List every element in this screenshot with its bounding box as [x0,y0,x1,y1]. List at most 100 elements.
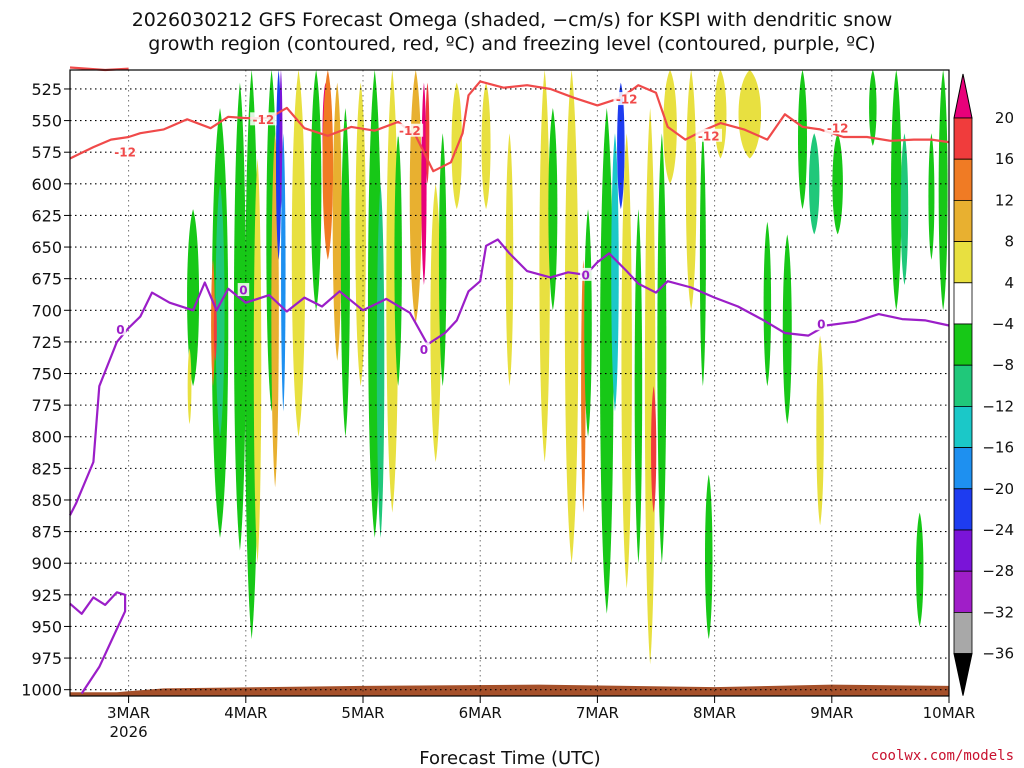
x-tick-label: 5MAR [341,704,384,722]
omega-shade-cell [832,133,843,235]
omega-shade-cell [505,133,514,387]
contour-label-bg [815,317,828,331]
x-tick-label: 9MAR [810,704,853,722]
omega-shade-cell [891,70,902,311]
colorbar-arrow-bottom [953,653,973,696]
omega-shade-cell [634,209,643,564]
contour-lines: -12 -12 -12 -12 -12 -12 0 0 0 0 0 [69,66,950,695]
y-tick-label: 725 [31,333,62,352]
omega-shade-cell [430,183,441,463]
omega-shade-cell [322,70,334,260]
colorbar-label: −24 [982,521,1014,539]
colorbar-arrow-top [953,73,973,119]
y-tick-label: 825 [31,459,62,478]
omega-shade-cell [548,107,558,311]
contour-line-3 [69,591,127,695]
contour-label-bg [114,322,127,336]
omega-shade-cell [928,133,935,260]
omega-shade-cell [617,82,625,210]
y-tick-label: 675 [31,270,62,289]
contour-line-0 [69,80,950,173]
contour-label: 0 [420,343,428,357]
omega-shade-cell [644,107,656,665]
y-tick-label: 575 [31,143,62,162]
y-tick-label: 1000 [21,681,62,700]
x-tick-label: 4MAR [224,704,267,722]
omega-shade-cell [663,70,677,184]
colorbar-bin [953,612,973,655]
colorbar-label: −8 [992,356,1014,374]
plot-frame [69,69,950,697]
omega-shade-cell [763,221,772,387]
colorbar-label: 16 [995,150,1014,168]
y-tick-label: 650 [31,238,62,257]
y-tick-label: 525 [31,80,62,99]
colorbar-bin [953,447,973,490]
omega-shade-cell [539,70,550,463]
contour-label-bg [250,112,277,126]
omega-shade-cell [564,70,579,564]
omega-shade-cell [685,70,697,311]
omega-shade-cell [376,183,385,538]
omega-shade-cell [816,335,824,526]
x-tick-sublabel: 2026 [110,723,148,741]
omega-shade-cell [699,133,706,387]
contour-label: -12 [698,129,720,143]
contour-label: 0 [116,323,124,337]
colorbar: 20 16 12 8 4 −4 −8 −12 −16 −20 −24 −28 −32 −36 [953,73,1014,696]
colorbar-bin [953,323,973,366]
contour-label: -12 [399,124,421,138]
contour-label: -12 [253,113,275,127]
y-tick-label: 950 [31,617,62,636]
y-axis-ticks: 525 550 575 600 625 650 675 700 725 750 775 800 825 8… [21,80,70,700]
omega-shade-cell [938,70,948,311]
credit-text: coolwx.com/models [871,748,1014,764]
contour-label-bg [824,121,851,135]
colorbar-bin [953,199,973,242]
contour-label-bg [396,123,424,137]
omega-shade-cell [621,133,632,589]
colorbar-label: −28 [982,562,1014,580]
colorbar-label: −12 [982,397,1014,415]
colorbar-label: −32 [982,603,1014,621]
colorbar-bin [953,529,973,572]
contour-label-bg [111,145,139,159]
y-tick-label: 875 [31,523,62,542]
ground-terrain [70,684,949,696]
contour-label: -12 [114,146,136,160]
colorbar-bin [953,282,973,325]
colorbar-label: 4 [1004,274,1014,292]
y-tick-label: 850 [31,491,62,510]
omega-shade-cell [782,234,792,425]
y-tick-label: 900 [31,554,62,573]
contour-label-bg [418,342,430,356]
x-axis-label: Forecast Time (UTC) [419,748,600,768]
x-tick-label: 10MAR [923,704,976,722]
omega-shade-cell [211,259,215,387]
colorbar-bin [953,488,973,531]
omega-shade-cell [915,512,924,627]
omega-shade-cell [386,70,399,513]
contour-line-2 [69,238,950,516]
x-tick-label: 3MAR [107,704,150,722]
colorbar-label: 8 [1004,233,1014,251]
colorbar-label: −36 [982,645,1014,663]
omega-shade-cell [233,82,246,551]
x-tick-label: 6MAR [459,704,502,722]
colorbar-label: −20 [982,480,1014,498]
omega-shade-cell [738,70,762,159]
omega-shade-cell [651,386,657,513]
contour-label-bg [695,128,722,142]
colorbar-label: −16 [982,439,1014,457]
colorbar-bin [953,405,973,448]
x-tick-label: 7MAR [576,704,619,722]
omega-shade-cell [611,133,619,412]
colorbar-label: 12 [995,191,1014,209]
ground-band [70,684,949,696]
colorbar-bin [953,117,973,160]
contour-label: -12 [616,93,638,107]
colorbar-bin [953,241,973,284]
omega-shade-cell [798,70,807,210]
